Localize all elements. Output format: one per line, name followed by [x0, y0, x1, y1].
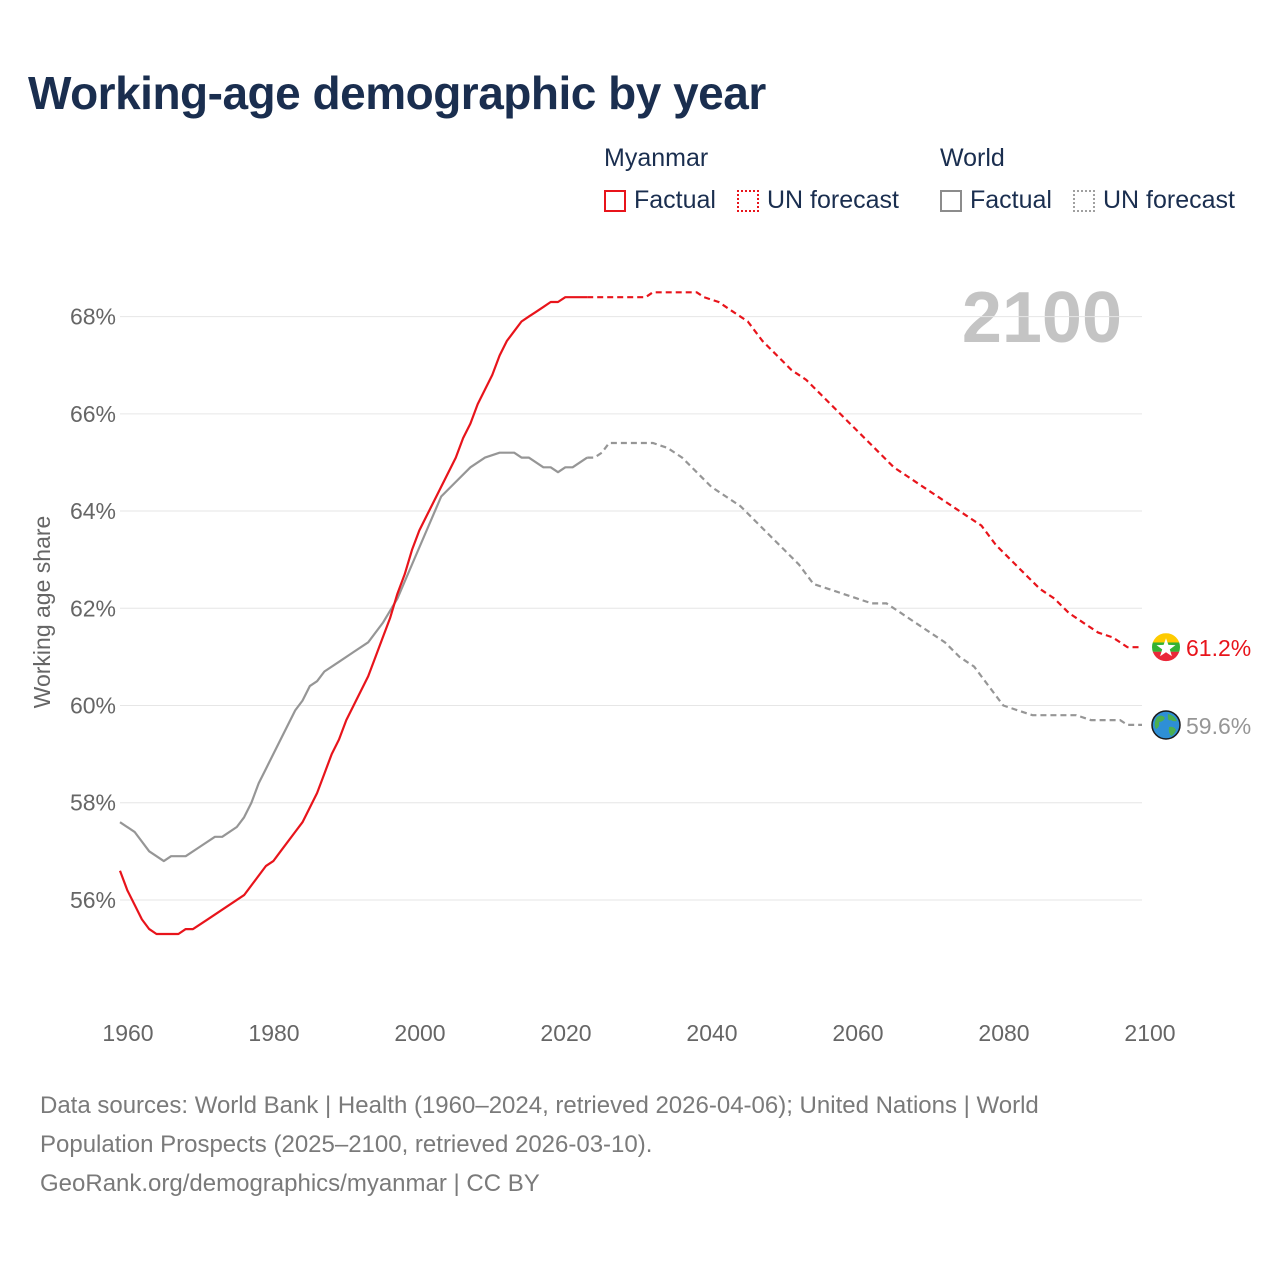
line-myanmar-forecast: [587, 291, 1142, 649]
legend-swatch-myanmar-factual: [604, 189, 626, 212]
y-axis-label: Working age share: [29, 516, 55, 709]
line-world-factual: [119, 451, 588, 863]
y-tick-label: 64%: [70, 498, 116, 524]
y-tick-label: 60%: [70, 693, 116, 719]
legend-myanmar-factual[interactable]: Factual: [604, 186, 716, 215]
x-tick-label: 2040: [686, 1020, 737, 1046]
chart-title: Working-age demographic by year: [28, 67, 766, 119]
year-watermark: 2100: [962, 278, 1122, 358]
x-tick-label: 2000: [394, 1020, 445, 1046]
attribution-line: GeoRank.org/demographics/myanmar | CC BY: [40, 1170, 540, 1197]
x-tick-label: 1960: [102, 1020, 153, 1046]
legend-world-factual[interactable]: Factual: [940, 186, 1052, 215]
legend-label: Factual: [634, 186, 716, 214]
x-tick-label: 2100: [1124, 1020, 1175, 1046]
y-tick-label: 62%: [70, 595, 116, 621]
source-line-2: Population Prospects (2025–2100, retriev…: [40, 1131, 653, 1158]
legend-group-myanmar: Myanmar: [604, 144, 709, 172]
y-tick-label: 56%: [70, 887, 116, 913]
source-line-1: Data sources: World Bank | Health (1960–…: [40, 1092, 1039, 1119]
x-tick-label: 2020: [540, 1020, 591, 1046]
end-label-myanmar: 61.2%: [1186, 635, 1251, 661]
legend-swatch-world-forecast: [1073, 189, 1095, 212]
legend-group-world: World: [940, 144, 1005, 172]
legend-world-forecast[interactable]: UN forecast: [1073, 186, 1235, 215]
legend-swatch-myanmar-forecast: [737, 189, 759, 212]
legend-label: Factual: [970, 186, 1052, 214]
globe-icon: [1151, 710, 1181, 740]
x-tick-label: 1980: [248, 1020, 299, 1046]
legend-label: UN forecast: [767, 186, 899, 214]
line-myanmar-factual: [118, 296, 588, 936]
x-tick-label: 2060: [832, 1020, 883, 1046]
end-label-world: 59.6%: [1186, 713, 1251, 739]
legend-swatch-world-factual: [940, 189, 962, 212]
legend-myanmar-forecast[interactable]: UN forecast: [737, 186, 899, 215]
chart-area: 2100 56% 58% 60% 62% 64% 66% 68% 1960 1980 2000 202…: [29, 278, 1251, 1046]
y-tick-label: 68%: [70, 304, 116, 330]
line-world-forecast: [587, 441, 1142, 727]
myanmar-flag-icon: [1152, 633, 1180, 662]
x-tick-label: 2080: [978, 1020, 1029, 1046]
legend-label: UN forecast: [1103, 186, 1235, 214]
y-tick-label: 66%: [70, 401, 116, 427]
footer: Data sources: World Bank | Health (1960–…: [40, 1086, 1220, 1203]
y-tick-label: 58%: [70, 790, 116, 816]
